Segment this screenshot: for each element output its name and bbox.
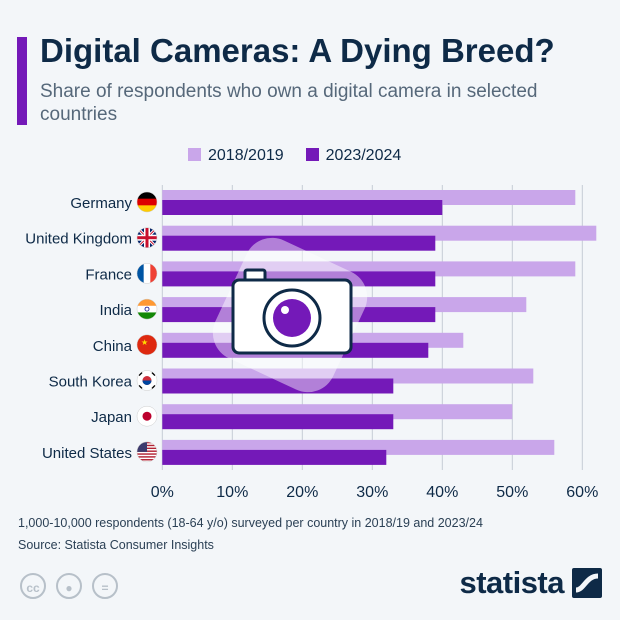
- category-label: France: [85, 266, 132, 283]
- cc-icon[interactable]: cc: [20, 573, 46, 599]
- x-tick-label: 60%: [566, 484, 598, 501]
- category-label: South Korea: [49, 374, 133, 391]
- bar-2023-south-korea: [162, 378, 394, 394]
- legend-label: 2023/2024: [325, 147, 402, 164]
- category-label: India: [99, 302, 132, 319]
- x-tick-label: 20%: [286, 484, 318, 501]
- statista-logo[interactable]: statista: [459, 565, 602, 601]
- germany-flag-icon: [136, 191, 158, 213]
- bar-2023-japan: [162, 414, 394, 430]
- no-derivatives-icon[interactable]: =: [92, 573, 118, 599]
- south-korea-flag-icon: [136, 370, 158, 391]
- legend-item-2018: 2018/2019: [188, 147, 284, 165]
- x-tick-label: 40%: [426, 484, 458, 501]
- france-flag-icon: [136, 263, 158, 284]
- accent-bar: [17, 37, 27, 125]
- statista-logo-icon: [572, 568, 602, 598]
- india-flag-icon: [136, 298, 158, 320]
- x-tick-label: 50%: [496, 484, 528, 501]
- footnote: 1,000-10,000 respondents (18-64 y/o) sur…: [18, 516, 483, 530]
- japan-flag-icon: [136, 405, 158, 427]
- category-label: Japan: [91, 409, 132, 426]
- x-tick-label: 30%: [356, 484, 388, 501]
- category-label: United Kingdom: [25, 231, 132, 248]
- logo-text: statista: [459, 565, 564, 600]
- page-title: Digital Cameras: A Dying Breed?: [40, 32, 555, 69]
- camera-icon: [212, 237, 368, 393]
- us-flag-icon: [136, 441, 158, 463]
- x-tick-label: 10%: [216, 484, 248, 501]
- svg-text:★: ★: [141, 338, 148, 347]
- attribution-icon[interactable]: ●: [56, 573, 82, 599]
- uk-flag-icon: [136, 227, 158, 248]
- bar-2023-germany: [162, 200, 443, 215]
- legend-label: 2018/2019: [208, 147, 284, 164]
- subtitle: Share of respondents who own a digital c…: [40, 81, 538, 125]
- bar-2023-united-kingdom: [162, 235, 436, 251]
- bar-2023-united-states: [162, 449, 387, 465]
- legend: 2018/2019 2023/2024: [188, 147, 401, 165]
- category-label: United States: [42, 445, 132, 462]
- source: Source: Statista Consumer Insights: [18, 538, 214, 552]
- category-label: Germany: [70, 195, 132, 212]
- legend-item-2023: 2023/2024: [305, 147, 402, 165]
- x-tick-label: 0%: [151, 484, 174, 501]
- china-flag-icon: ★: [136, 334, 158, 356]
- category-label: China: [93, 338, 133, 355]
